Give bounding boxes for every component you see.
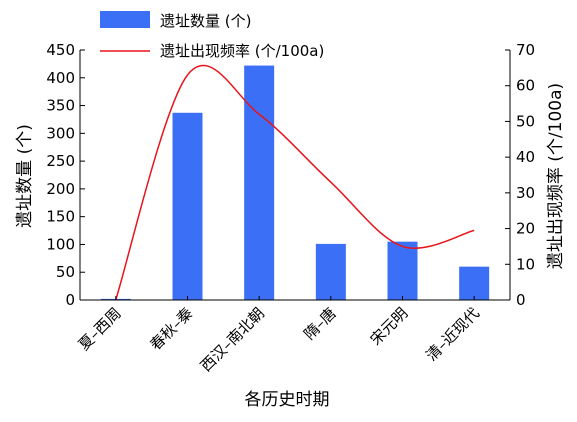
bar	[387, 241, 418, 300]
right-tick-label: 20	[516, 220, 535, 238]
left-tick-label: 0	[65, 291, 75, 309]
x-axis-ticks: 夏–西周 春秋–秦 西汉–南北朝 隋–唐 宋元明 清–近现代	[75, 296, 483, 375]
right-tick-label: 60	[516, 77, 535, 95]
y2-axis-label: 遗址出现频率 (个/100a)	[546, 83, 566, 269]
x-tick-label: 西汉–南北朝	[197, 304, 268, 375]
left-tick-label: 300	[46, 124, 75, 142]
x-tick-label: 隋–唐	[300, 304, 339, 343]
left-tick-label: 50	[56, 263, 75, 281]
right-tick-label: 40	[516, 148, 535, 166]
line-series	[115, 64, 475, 300]
legend: 遗址数量 (个) 遗址出现频率 (个/100a)	[100, 11, 324, 60]
bar	[244, 65, 275, 300]
x-axis-label: 各历史时期	[245, 390, 330, 410]
left-tick-label: 400	[46, 69, 75, 87]
left-tick-label: 200	[46, 180, 75, 198]
right-tick-label: 10	[516, 255, 535, 273]
right-tick-label: 50	[516, 112, 535, 130]
right-tick-label: 0	[516, 291, 526, 309]
x-tick-label: 清–近现代	[423, 304, 483, 364]
legend-line-label: 遗址出现频率 (个/100a)	[160, 42, 324, 60]
left-tick-label: 100	[46, 235, 75, 253]
left-tick-label: 250	[46, 152, 75, 170]
right-tick-label: 70	[516, 41, 535, 59]
right-axis-ticks: 0 10 20 30 40 50 60 70	[505, 41, 535, 309]
left-axis-ticks: 0 50 100 150 200 250 300 350 400 450	[46, 41, 85, 309]
left-tick-label: 150	[46, 208, 75, 226]
bar	[315, 243, 346, 300]
right-tick-label: 30	[516, 184, 535, 202]
bar-series	[100, 65, 490, 301]
y-axis-label: 遗址数量 (个)	[15, 124, 35, 228]
bar	[172, 112, 203, 301]
legend-bar-swatch	[100, 11, 150, 28]
legend-bar-label: 遗址数量 (个)	[160, 12, 251, 30]
axes	[79, 50, 511, 301]
x-tick-label: 春秋–秦	[146, 304, 196, 354]
bar	[459, 266, 490, 300]
x-tick-label: 宋元明	[367, 304, 412, 349]
left-tick-label: 450	[46, 41, 75, 59]
left-tick-label: 350	[46, 97, 75, 115]
frequency-line	[115, 64, 475, 300]
x-tick-label: 夏–西周	[75, 304, 125, 354]
